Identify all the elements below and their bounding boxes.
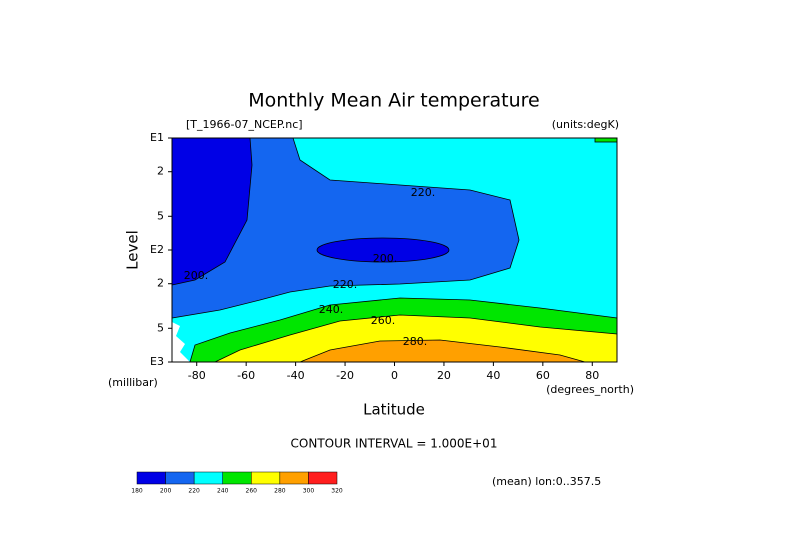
contour-label: 220. [333,278,358,291]
colorbar-label: 180 [131,488,143,495]
contour-label: 260. [371,314,396,327]
subtitle-right: (units:degK) [552,118,619,131]
colorbar-swatch [165,471,195,485]
x-tick-label: 60 [536,369,550,382]
x-unit: (degrees_north) [546,383,634,396]
y-tick-label: 2 [157,165,164,178]
contour-label: 200. [184,269,209,282]
y-axis-label: Level [124,230,142,270]
subtitle-left: [T_1966-07_NCEP.nc] [186,118,303,131]
colorbar-label: 320 [331,488,343,495]
colorbar-label: 280 [274,488,286,495]
colorbar-swatch [136,471,166,485]
x-tick-label: 40 [486,369,500,382]
x-tick-label: -40 [287,369,305,382]
contour-region [594,137,618,143]
y-tick-label: E1 [150,131,164,144]
x-tick-label: 0 [391,369,398,382]
colorbar-label: 240 [217,488,229,495]
x-tick-label: 80 [585,369,599,382]
contour-label: 220. [411,186,436,199]
contour-label: 280. [403,335,428,348]
contour-region [299,339,586,363]
contour-interval: CONTOUR INTERVAL = 1.000E+01 [291,437,498,451]
y-unit: (millibar) [108,376,158,389]
x-tick-label: 20 [437,369,451,382]
y-tick-label: E3 [150,355,164,368]
missing-region [172,322,190,362]
footnote: (mean) lon:0..357.5 [492,475,601,488]
y-tick-label: E2 [150,243,164,256]
colorbar-label: 200 [160,488,172,495]
contour-region [316,237,450,263]
y-tick-label: 5 [157,209,164,222]
y-tick-label: 5 [157,321,164,334]
x-tick-label: -20 [336,369,354,382]
colorbar-label: 260 [246,488,258,495]
colorbar-swatch [222,471,252,485]
colorbar-swatch [193,471,223,485]
y-tick-label: 2 [157,277,164,290]
x-tick-label: -60 [237,369,255,382]
colorbar-swatch [279,471,309,485]
colorbar-swatch [308,471,338,485]
x-tick-label: -80 [188,369,206,382]
colorbar-label: 300 [303,488,315,495]
contour-label: 200. [373,252,398,265]
contour-region [171,137,253,286]
x-axis-label: Latitude [363,401,425,419]
chart-title: Monthly Mean Air temperature [248,90,539,112]
contour-region [171,137,520,319]
contour-label: 240. [319,303,344,316]
colorbar-label: 220 [188,488,200,495]
colorbar-swatch [251,471,281,485]
